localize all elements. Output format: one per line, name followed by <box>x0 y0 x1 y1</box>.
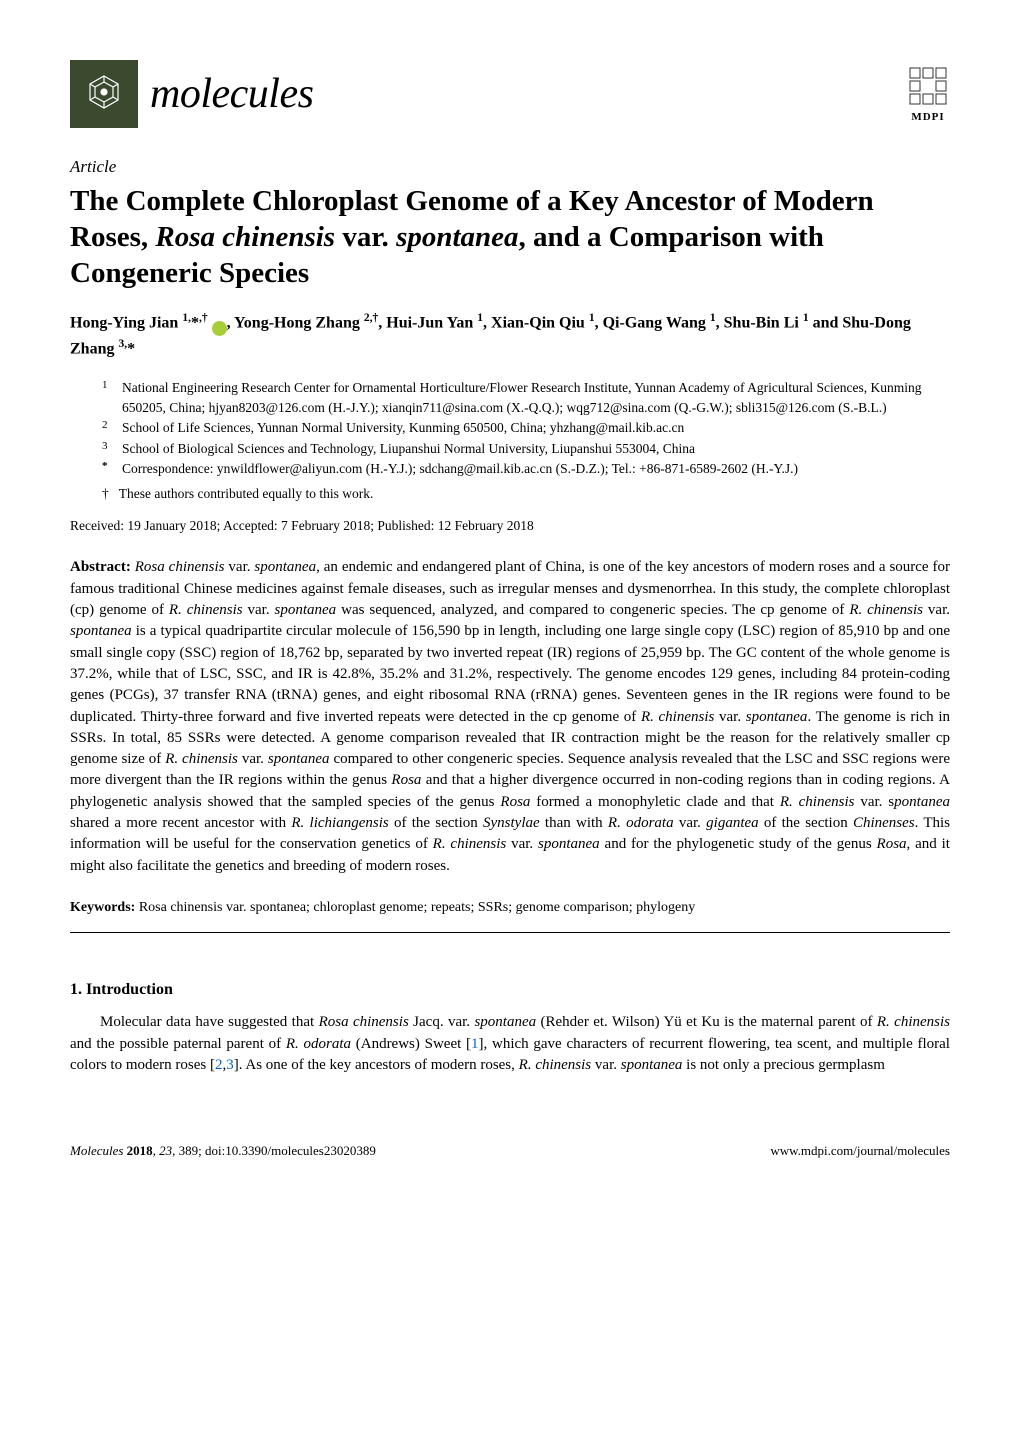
aff-num: * <box>102 459 112 479</box>
section-1-para-1: Molecular data have suggested that Rosa … <box>70 1012 950 1076</box>
abstract-block: Abstract: Rosa chinensis var. spontanea,… <box>70 557 950 876</box>
keywords-text: Rosa chinensis var. spontanea; chloropla… <box>139 900 695 915</box>
keywords-block: Keywords: Rosa chinensis var. spontanea;… <box>70 899 950 918</box>
footer-citation: Molecules 2018, 23, 389; doi:10.3390/mol… <box>70 1142 376 1160</box>
title-part-ital1: Rosa chinensis <box>155 221 335 253</box>
affiliation-row: 3 School of Biological Sciences and Tech… <box>102 439 950 459</box>
equal-contrib-symbol: † <box>102 485 109 503</box>
title-part-ital2: spontanea <box>396 221 518 253</box>
footer-journal-url: www.mdpi.com/journal/molecules <box>770 1142 950 1160</box>
article-title: The Complete Chloroplast Genome of a Key… <box>70 183 950 292</box>
journal-name: molecules <box>150 66 313 123</box>
article-type-label: Article <box>70 156 950 179</box>
aff-text: School of Life Sciences, Yunnan Normal U… <box>122 418 950 438</box>
affiliation-row: 1 National Engineering Research Center f… <box>102 378 950 417</box>
aff-num: 3 <box>102 439 112 459</box>
publisher-name: MDPI <box>911 110 944 125</box>
aff-text: School of Biological Sciences and Techno… <box>122 439 950 459</box>
page-footer: Molecules 2018, 23, 389; doi:10.3390/mol… <box>70 1142 950 1160</box>
journal-logo-icon <box>70 60 138 128</box>
journal-logo-block: molecules <box>70 60 313 128</box>
section-1-heading: 1. Introduction <box>70 979 950 1001</box>
equal-contrib-text: These authors contributed equally to thi… <box>119 485 374 503</box>
keywords-rule <box>70 932 950 933</box>
publisher-logo: MDPI <box>906 64 950 125</box>
author-list: Hong-Ying Jian 1,*,† o, Yong-Hong Zhang … <box>70 310 950 361</box>
aff-num: 2 <box>102 418 112 438</box>
article-dates: Received: 19 January 2018; Accepted: 7 F… <box>70 517 950 535</box>
equal-contribution-note: † These authors contributed equally to t… <box>70 485 950 503</box>
abstract-text: Rosa chinensis var. spontanea, an endemi… <box>70 559 950 873</box>
affiliation-row: 2 School of Life Sciences, Yunnan Normal… <box>102 418 950 438</box>
title-part-mid1: var. <box>335 221 396 253</box>
aff-text: National Engineering Research Center for… <box>122 378 950 417</box>
aff-text: Correspondence: ynwildflower@aliyun.com … <box>122 459 950 479</box>
abstract-label: Abstract: <box>70 559 131 575</box>
page-header: molecules MDPI <box>70 60 950 128</box>
affiliation-row: * Correspondence: ynwildflower@aliyun.co… <box>102 459 950 479</box>
aff-num: 1 <box>102 378 112 417</box>
affiliation-block: 1 National Engineering Research Center f… <box>70 378 950 479</box>
keywords-label: Keywords: <box>70 900 135 915</box>
